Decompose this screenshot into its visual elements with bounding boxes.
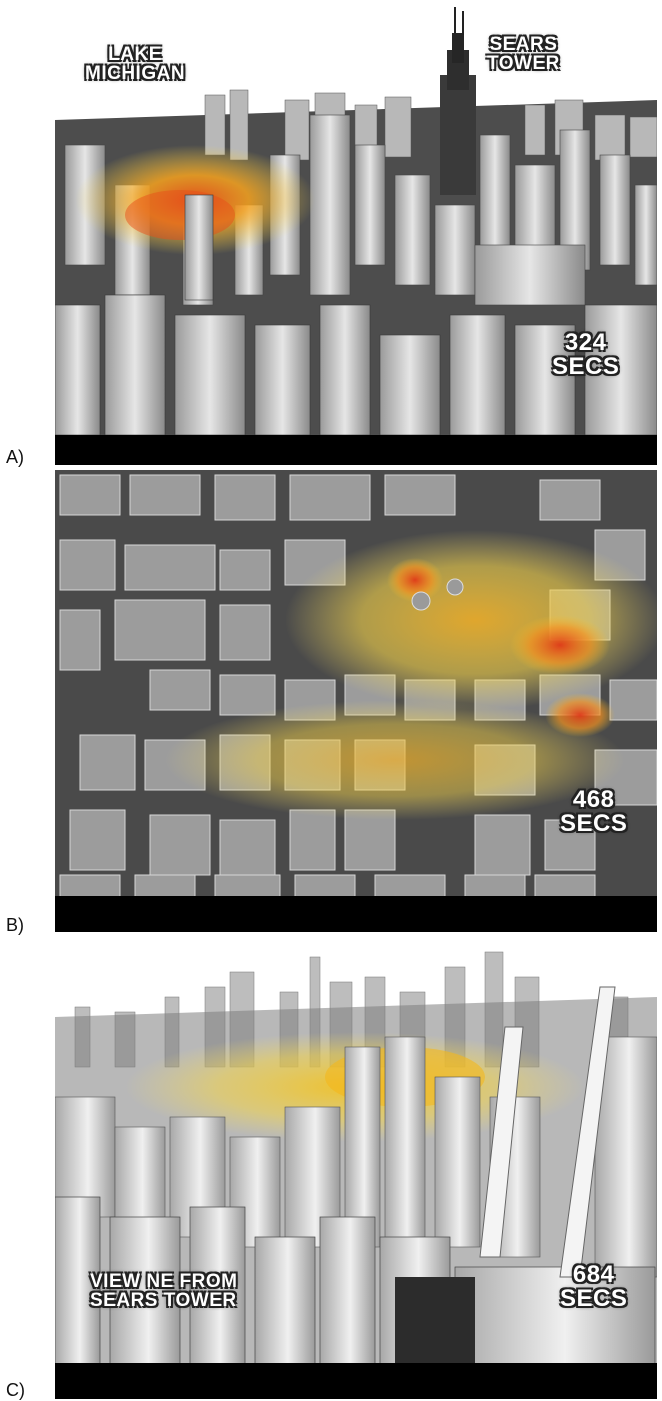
panel-a-label: A) <box>6 447 24 467</box>
panel-b-image: 468 SECS <box>55 470 657 932</box>
panel-a-scene <box>55 5 657 436</box>
panel-c-image: VIEW NE FROM SEARS TOWER 684 SECS <box>55 937 657 1399</box>
panel-a-black-bar <box>55 435 657 465</box>
panel-a-image: LAKE MICHIGAN SEARS TOWER 324 SECS <box>55 5 657 465</box>
view-label-ne-from-sears-tower: VIEW NE FROM SEARS TOWER <box>90 1271 238 1311</box>
panel-c-scene <box>55 937 657 1399</box>
sears-tower-model-a <box>440 7 476 195</box>
panel-b-black-bar <box>55 896 657 932</box>
time-label-b: 468 SECS <box>560 786 628 837</box>
sears-tower-antennas <box>479 986 616 1278</box>
panel-b-scene <box>55 470 657 932</box>
time-label-a: 324 SECS <box>552 329 620 380</box>
landmark-label-sears-tower: SEARS TOWER <box>487 34 560 74</box>
time-label-c: 684 SECS <box>560 1261 628 1312</box>
panel-c-black-bar <box>55 1363 657 1399</box>
panel-c-label: C) <box>6 1380 25 1400</box>
place-label-lake-michigan: LAKE MICHIGAN <box>85 44 186 84</box>
panel-b-label: B) <box>6 915 24 935</box>
